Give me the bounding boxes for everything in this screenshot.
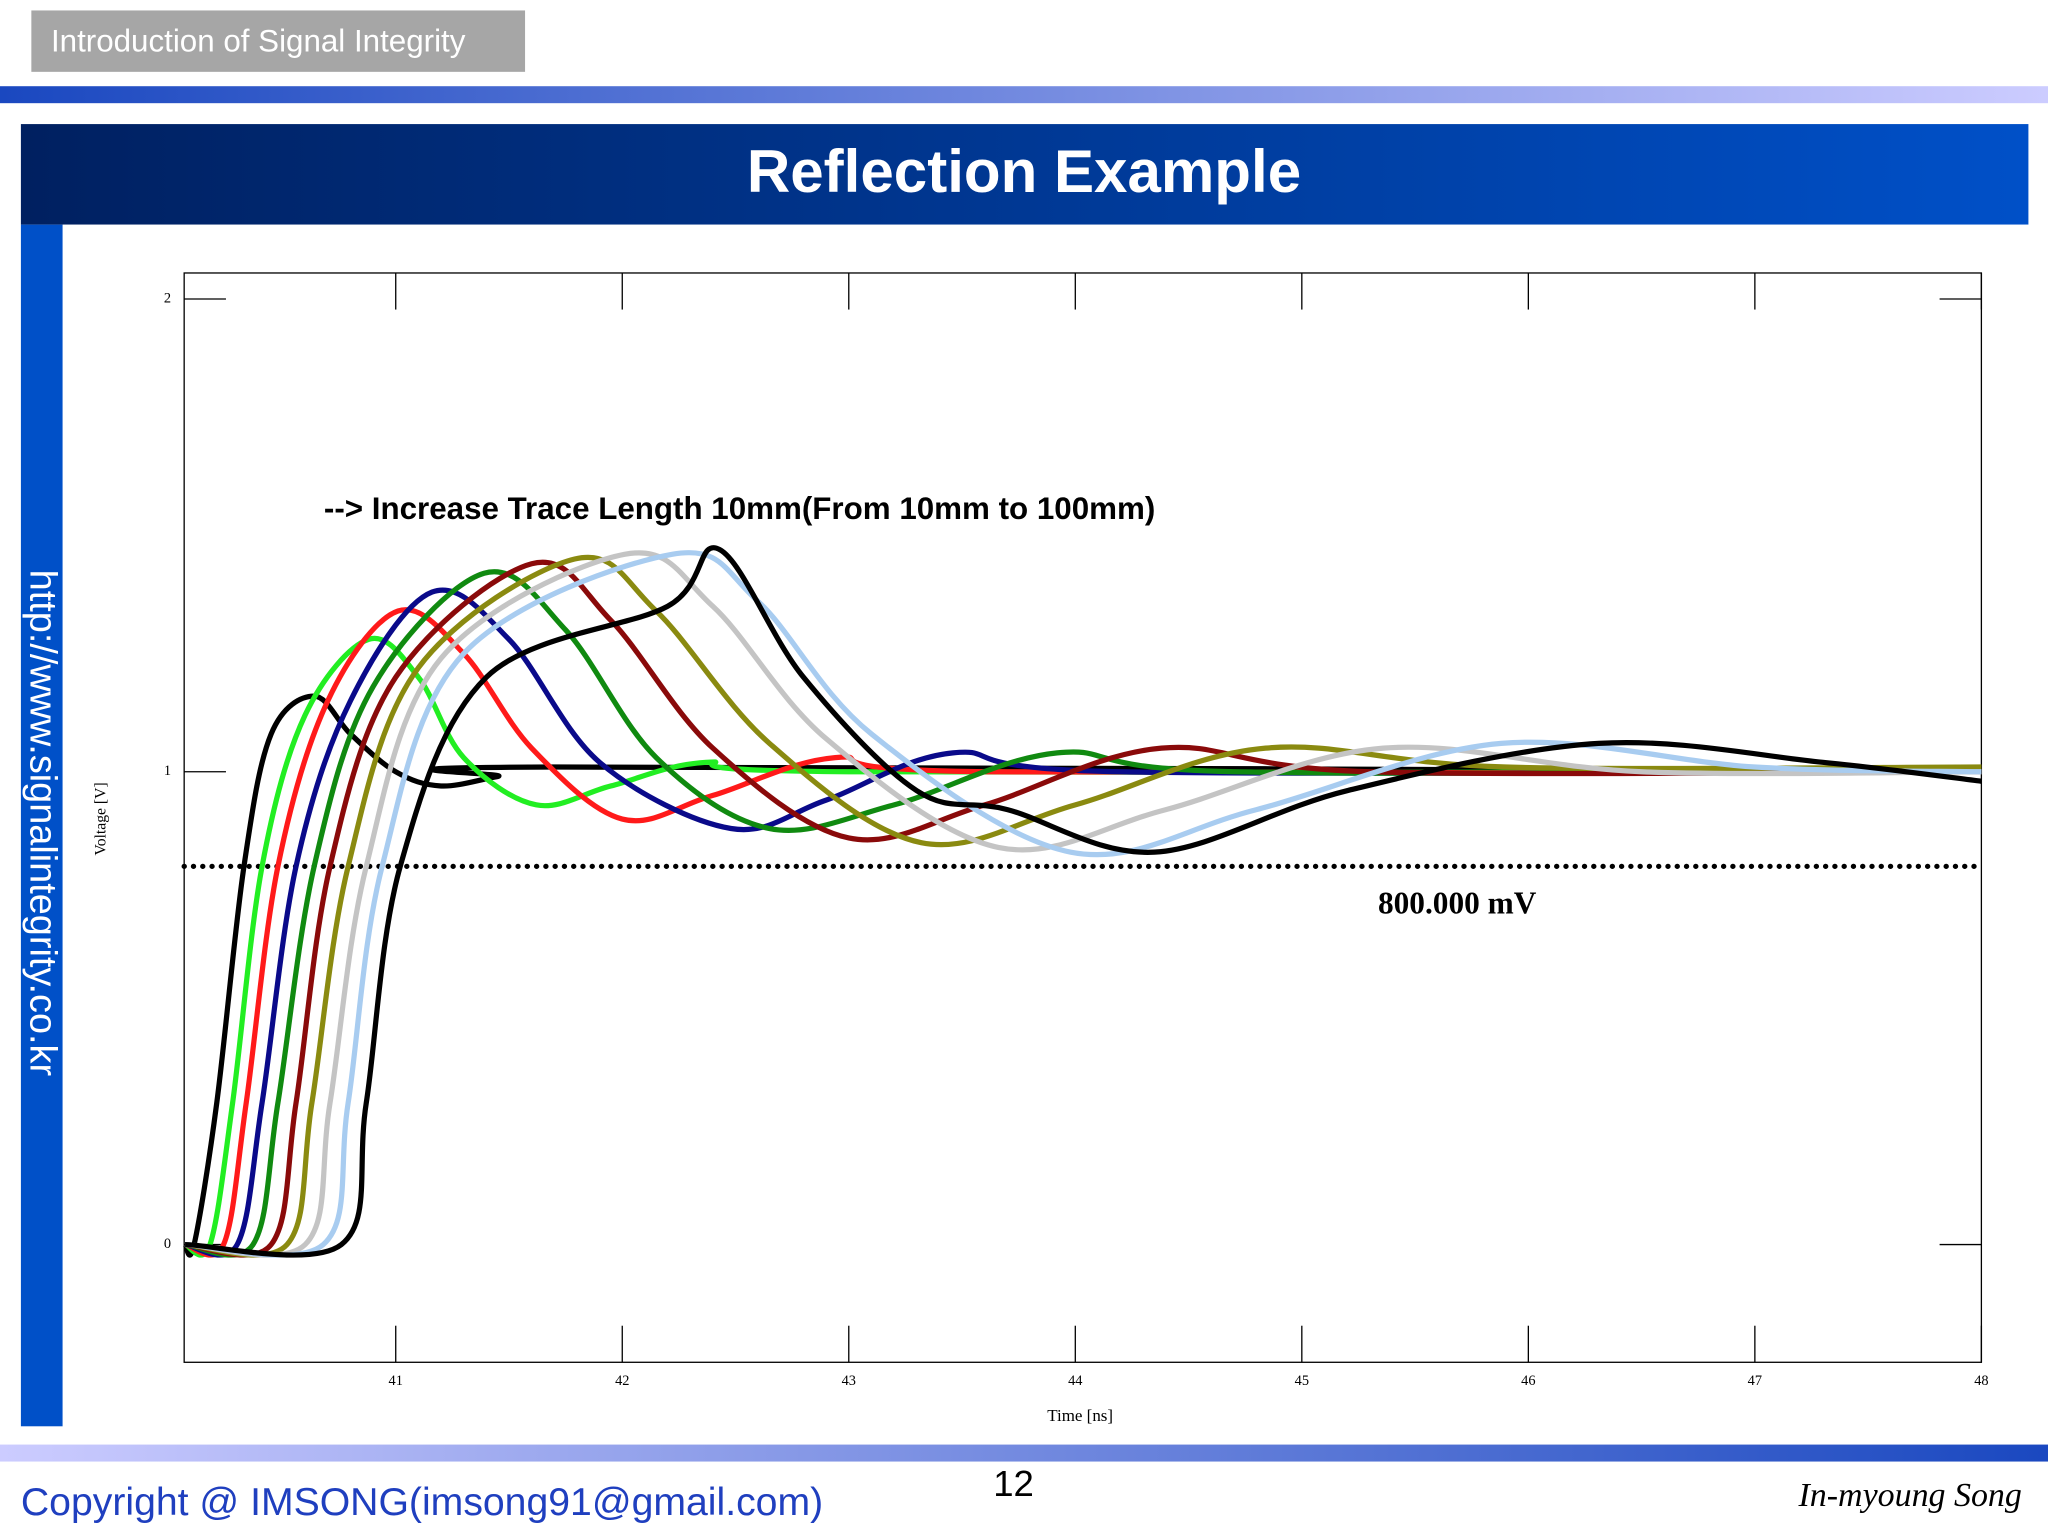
top-band	[0, 86, 2048, 104]
series-line	[184, 559, 1982, 1258]
y-axis-label: Voltage [V]	[92, 782, 109, 855]
x-tick-label: 47	[1748, 1373, 1762, 1389]
series-line	[184, 554, 1982, 1258]
copyright: Copyright @ IMSONG(imsong91@gmail.com)	[21, 1481, 823, 1524]
x-tick-label: 44	[1068, 1373, 1082, 1389]
sidebar	[20, 224, 63, 1427]
y-tick-label: 0	[164, 1236, 171, 1252]
series-line	[184, 550, 1982, 1258]
series-line	[184, 587, 1982, 1258]
x-axis-label: Time [ns]	[1047, 1406, 1113, 1425]
title-bar	[20, 124, 2029, 225]
x-tick-label: 42	[615, 1373, 629, 1389]
series-line	[184, 569, 1982, 1258]
plot: 0 1 2 41 42 43 44 45 46 47 48 800.000 mV	[164, 272, 1989, 1389]
author: In-myoung Song	[1797, 1477, 2021, 1514]
sidebar-url: http://www.signalintegrity.co.kr	[21, 570, 63, 1076]
x-tick-label: 46	[1521, 1373, 1535, 1389]
x-tick-label: 48	[1974, 1373, 1988, 1389]
x-tick-label: 41	[389, 1373, 403, 1389]
page-number: 12	[993, 1463, 1034, 1504]
plot-frame	[183, 272, 1983, 1363]
header-tab	[31, 10, 526, 72]
series-line	[185, 545, 1982, 1258]
y-tick-label: 2	[164, 290, 171, 306]
y-tick-label: 1	[164, 763, 171, 779]
header-tab-text: Introduction of Signal Integrity	[51, 23, 466, 58]
x-tick-label: 45	[1295, 1373, 1309, 1389]
series-line	[184, 607, 1982, 1258]
bottom-band	[0, 1444, 2048, 1462]
annotation: --> Increase Trace Length 10mm(From 10mm…	[324, 491, 1155, 526]
x-tick-label: 43	[842, 1373, 856, 1389]
reference-label: 800.000 mV	[1378, 886, 1537, 921]
slide-title: Reflection Example	[747, 138, 1301, 205]
